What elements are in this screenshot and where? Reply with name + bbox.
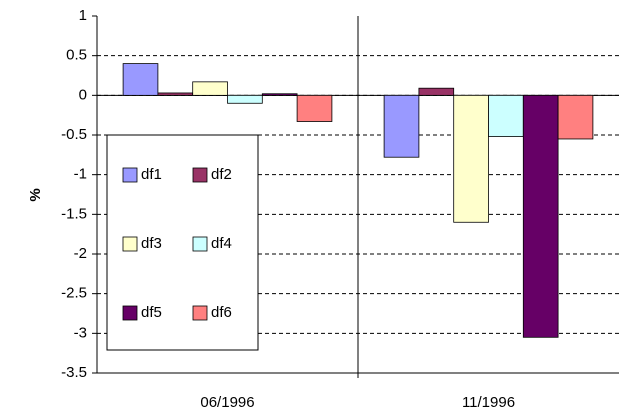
y-tick-label: -3.5 — [61, 364, 87, 381]
y-tick-label: -0.5 — [61, 126, 87, 143]
legend-label: df6 — [211, 304, 232, 321]
y-tick-label: 0 — [79, 86, 87, 103]
bar — [227, 94, 263, 104]
bar — [557, 94, 594, 140]
y-axis-label: % — [27, 188, 44, 201]
x-tick-label: 06/1996 — [200, 394, 254, 411]
legend-swatch — [122, 236, 138, 252]
bar — [296, 94, 333, 122]
bar — [522, 94, 559, 338]
legend-label: df1 — [141, 166, 162, 183]
legend-swatch — [122, 305, 138, 321]
bar — [122, 63, 159, 96]
y-tick-label: -3 — [74, 324, 87, 341]
y-tick-label: -1.5 — [61, 205, 87, 222]
x-tick-label: 11/1996 — [462, 394, 515, 411]
legend-swatch — [122, 167, 138, 183]
y-tick-label: -2 — [74, 245, 87, 262]
y-tick-label: -1 — [74, 166, 87, 183]
y-tick-label: -2.5 — [61, 285, 87, 302]
y-tick-label: 0.5 — [66, 47, 87, 64]
bar — [261, 93, 298, 96]
bar — [157, 92, 194, 96]
legend-label: df5 — [141, 304, 162, 321]
bar — [192, 81, 228, 96]
legend-swatch — [192, 305, 208, 321]
legend-label: df2 — [211, 166, 232, 183]
legend-swatch — [192, 236, 208, 252]
bar — [488, 94, 524, 137]
bar — [383, 94, 420, 158]
bar — [453, 94, 489, 223]
y-tick-label: 1 — [79, 7, 87, 24]
legend-label: df4 — [211, 235, 232, 252]
legend-swatch — [192, 167, 208, 183]
bar — [418, 87, 455, 96]
legend-label: df3 — [141, 235, 162, 252]
